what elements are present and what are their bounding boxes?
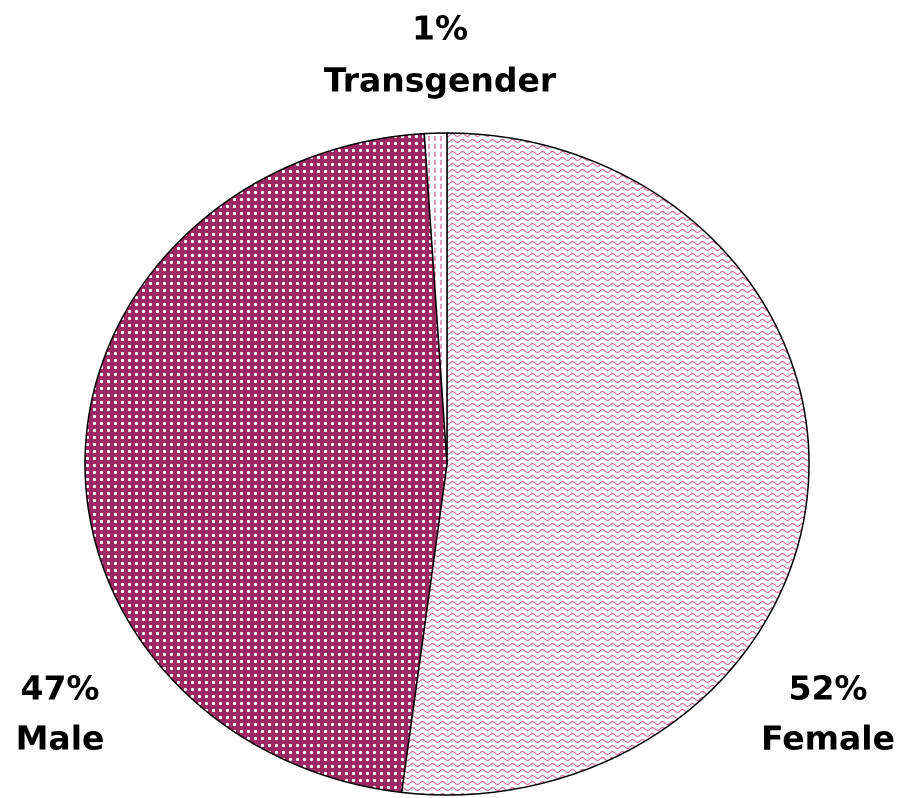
slice-value-label: 1% xyxy=(412,9,468,48)
pie-slice xyxy=(423,132,448,465)
slice-category-label: Male xyxy=(16,719,105,758)
slice-value-label: 47% xyxy=(21,669,100,708)
slice-category-label: Female xyxy=(761,719,895,758)
pie-slice xyxy=(84,132,448,794)
slice-value-label: 52% xyxy=(789,669,868,708)
pie-slice xyxy=(400,132,810,796)
slice-category-label: Transgender xyxy=(324,61,557,100)
